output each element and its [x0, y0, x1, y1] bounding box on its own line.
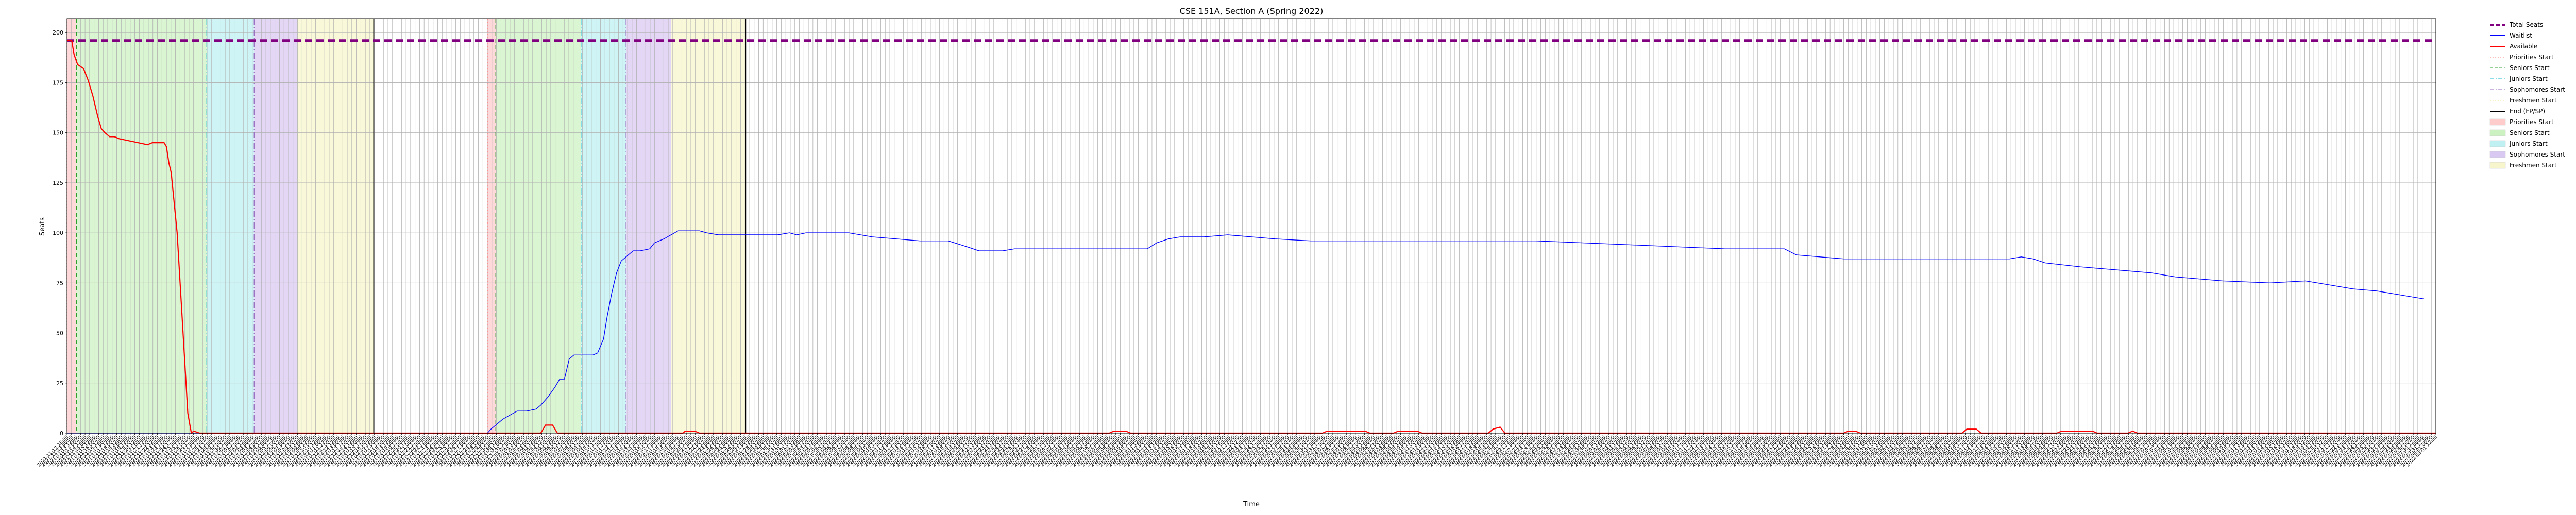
x-axis-label: Time [1243, 501, 1260, 508]
legend-label: Juniors Start [2509, 75, 2548, 82]
legend-label: Sophomores Start [2510, 86, 2565, 93]
legend-patch-swatch [2489, 129, 2506, 136]
y-tick-label: 25 [56, 380, 63, 387]
y-axis-ticks: 0 25 50 75 100 125 150 175 200 [53, 29, 67, 437]
legend-label: Freshmen Start [2510, 162, 2557, 169]
legend-label: Seniors Start [2510, 64, 2550, 72]
chart-legend: Total Seats Waitlist Available Priorities S… [2489, 21, 2565, 169]
legend-label: Priorities Start [2510, 54, 2554, 61]
y-tick-label: 150 [53, 130, 63, 136]
legend-label: Priorities Start [2510, 118, 2554, 126]
legend-label: Available [2510, 43, 2537, 50]
phase-region [496, 19, 581, 433]
series-waitlist [67, 230, 2425, 434]
y-tick-label: 100 [53, 230, 63, 236]
y-tick-label: 200 [53, 29, 63, 36]
legend-patch-swatch [2489, 151, 2506, 158]
legend-patch-swatch [2489, 162, 2506, 169]
phase-region [76, 19, 207, 433]
phase-region [67, 19, 77, 433]
y-tick-label: 125 [53, 180, 63, 186]
y-axis-label: Seats [39, 217, 46, 236]
phase-region [297, 19, 374, 433]
legend-label: Waitlist [2510, 32, 2532, 39]
grid-lines [66, 19, 2436, 434]
y-tick-label: 0 [60, 430, 63, 437]
phase-region [207, 19, 255, 433]
phase-region [487, 19, 496, 433]
legend-label: Juniors Start [2509, 140, 2548, 147]
legend-label: End (FP/SP) [2510, 108, 2545, 115]
legend-patch-swatch [2489, 140, 2506, 147]
phase-region [626, 19, 671, 433]
legend-label: Sophomores Start [2510, 151, 2565, 158]
legend-patch-swatch [2489, 118, 2506, 126]
phase-region [254, 19, 297, 433]
legend-label: Total Seats [2509, 21, 2543, 28]
legend-label: Freshmen Start [2510, 97, 2557, 104]
phase-region [671, 19, 746, 433]
chart-title: CSE 151A, Section A (Spring 2022) [1180, 6, 1324, 16]
y-tick-label: 50 [56, 330, 63, 337]
legend-label: Seniors Start [2510, 129, 2550, 136]
phase-region [581, 19, 626, 433]
y-tick-label: 75 [56, 280, 63, 286]
y-tick-label: 175 [53, 79, 63, 86]
